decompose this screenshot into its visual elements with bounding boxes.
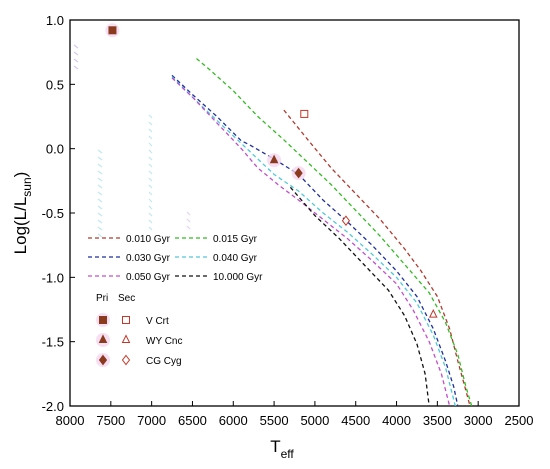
faint-mark — [148, 121, 153, 126]
faint-mark — [148, 114, 153, 119]
faint-mark — [97, 198, 103, 203]
faint-mark — [97, 149, 103, 154]
faint-mark — [97, 233, 103, 238]
faint-mark — [97, 170, 103, 175]
legend-marker-sec-triangle — [121, 334, 131, 343]
legend-line-label: 0.010 Gyr — [126, 234, 171, 245]
x-tick-label: 7000 — [137, 413, 166, 428]
series-line-2 — [171, 74, 459, 407]
faint-mark — [148, 219, 153, 224]
x-tick-label: 4000 — [382, 413, 411, 428]
marker-triangle-secondary-3 — [428, 309, 438, 318]
faint-mark — [148, 177, 153, 182]
legend-header-pri: Pri — [96, 293, 108, 304]
faint-mark — [186, 211, 191, 216]
legend-star-label: CG Cyg — [146, 356, 182, 367]
series-line-0 — [283, 109, 471, 407]
y-tick-label: -0.5 — [42, 206, 64, 221]
marker-square-secondary-1 — [300, 109, 309, 118]
faint-mark — [97, 212, 103, 217]
y-tick-label: 0.0 — [46, 142, 64, 157]
faint-mark — [148, 184, 153, 189]
marker-diamond-secondary-5 — [341, 215, 351, 227]
legend-line-label: 0.040 Gyr — [213, 253, 258, 264]
faint-mark — [97, 156, 103, 161]
y-axis-title-post: ) — [11, 172, 30, 178]
faint-mark — [148, 205, 153, 210]
legend-line-label: 0.030 Gyr — [126, 253, 171, 264]
x-tick-label: 3000 — [464, 413, 493, 428]
series-line-1 — [196, 58, 473, 407]
faint-mark — [97, 177, 103, 182]
series-line-3 — [171, 76, 456, 407]
marker-triangle-primary-2 — [269, 154, 279, 164]
x-tick-label: 6000 — [219, 413, 248, 428]
y-axis-title: Log(L/Lsun) — [11, 172, 34, 255]
faint-mark — [148, 226, 153, 231]
faint-mark — [97, 184, 103, 189]
faint-mark — [73, 51, 79, 56]
y-tick-label: 0.5 — [46, 77, 64, 92]
y-tick-label: -2.0 — [42, 399, 64, 414]
faint-mark — [148, 163, 153, 168]
legend-header-sec: Sec — [118, 293, 135, 304]
faint-mark — [73, 44, 79, 49]
faint-mark — [148, 198, 153, 203]
faint-mark — [97, 163, 103, 168]
legend-star-label: WY Cnc — [146, 336, 183, 347]
faint-mark — [73, 58, 79, 63]
faint-mark — [186, 218, 191, 223]
legend-marker-sec-diamond — [121, 354, 131, 366]
x-axis-title: Teff — [270, 437, 294, 461]
faint-mark — [97, 205, 103, 210]
legend-marker-pri-diamond — [98, 354, 108, 366]
faint-background-marks — [73, 44, 191, 238]
faint-mark — [148, 142, 153, 147]
marker-square-primary-0 — [108, 26, 117, 35]
x-tick-label: 5500 — [260, 413, 289, 428]
faint-mark — [148, 128, 153, 133]
x-tick-label: 2500 — [505, 413, 534, 428]
legend-marker-pri-square — [99, 316, 107, 324]
faint-mark — [148, 135, 153, 140]
x-tick-label: 3500 — [423, 413, 452, 428]
faint-mark — [97, 226, 103, 231]
x-tick-label: 4500 — [341, 413, 370, 428]
faint-mark — [148, 149, 153, 154]
legend-star-label: V Crt — [146, 316, 169, 327]
marker-layer — [105, 23, 438, 318]
x-tick-label: 6500 — [178, 413, 207, 428]
axis-layer: 8000 7500 7000 6500 6000 5500 5000 4500 4000 3500… — [42, 13, 534, 428]
y-axis-title-pre: Log(L/L — [11, 197, 30, 255]
y-axis-title-sub: sun — [20, 177, 34, 196]
faint-mark — [148, 170, 153, 175]
faint-mark — [148, 191, 153, 196]
legend-marker-pri-triangle — [98, 334, 108, 343]
y-tick-label: 1.0 — [46, 13, 64, 28]
legend-line-label: 0.050 Gyr — [126, 272, 171, 283]
legend: 0.010 Gyr 0.015 Gyr 0.030 Gyr 0.040 Gyr 0.05… — [88, 234, 263, 367]
y-tick-label: -1.5 — [42, 335, 64, 350]
x-tick-label: 8000 — [56, 413, 85, 428]
faint-mark — [148, 156, 153, 161]
x-tick-label: 5000 — [300, 413, 329, 428]
legend-marker-sec-square — [122, 316, 130, 324]
legend-line-label: 0.015 Gyr — [213, 234, 258, 245]
x-axis-title-sub: eff — [281, 447, 295, 461]
faint-mark — [97, 219, 103, 224]
series-layer — [171, 58, 473, 407]
x-tick-label: 7500 — [96, 413, 125, 428]
faint-mark — [73, 65, 79, 70]
plot-area — [69, 19, 520, 407]
legend-line-label: 10.000 Gyr — [213, 272, 263, 283]
series-line-5 — [289, 186, 430, 407]
series-line-4 — [171, 77, 451, 407]
faint-mark — [186, 225, 191, 230]
y-tick-label: -1.0 — [42, 270, 64, 285]
faint-mark — [148, 212, 153, 217]
marker-diamond-primary-4 — [294, 167, 303, 179]
x-axis-title-main: T — [270, 437, 280, 456]
faint-mark — [97, 191, 103, 196]
